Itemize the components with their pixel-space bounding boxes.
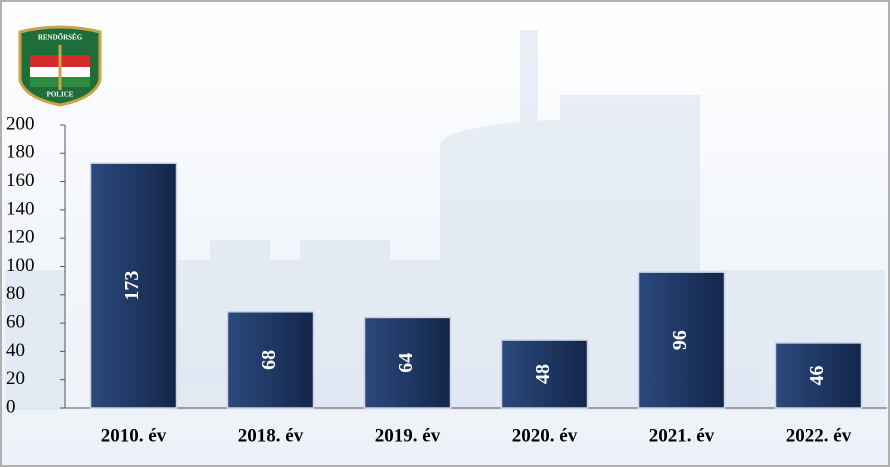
logo-bottom-text: POLICE [47,91,74,99]
y-tick-label: 140 [6,198,35,219]
logo: RENDŐRSÉG POLICE [18,25,102,107]
bar [637,271,726,409]
y-tick-label: 100 [6,255,35,276]
y-tick-label: 0 [6,396,16,417]
data-label: 173 [121,271,143,301]
x-tick-label: 2021. év [649,425,715,446]
y-tick-label: 180 [6,142,35,163]
y-tick-label: 20 [6,368,25,389]
x-tick-label: 2019. év [375,425,441,446]
y-tick-label: 40 [6,340,25,361]
y-tick-label: 60 [6,311,25,332]
data-label: 68 [258,350,280,370]
bar [774,342,863,409]
y-tick-label: 80 [6,283,25,304]
logo-top-text: RENDŐRSÉG [38,34,83,42]
bar [89,162,178,409]
x-tick-label: 2020. év [512,425,578,446]
x-tick-label: 2010. év [101,425,167,446]
data-label: 96 [669,330,691,350]
data-label: 48 [532,364,554,384]
x-tick-label: 2022. év [786,425,852,446]
bar [500,339,589,409]
y-tick-label: 160 [6,170,35,191]
y-tick-label: 120 [6,227,35,248]
x-tick-label: 2018. év [238,425,304,446]
y-tick-label: 200 [6,113,35,134]
data-label: 46 [806,365,828,385]
bar [226,311,315,409]
data-label: 64 [395,353,417,373]
bar [363,316,452,409]
